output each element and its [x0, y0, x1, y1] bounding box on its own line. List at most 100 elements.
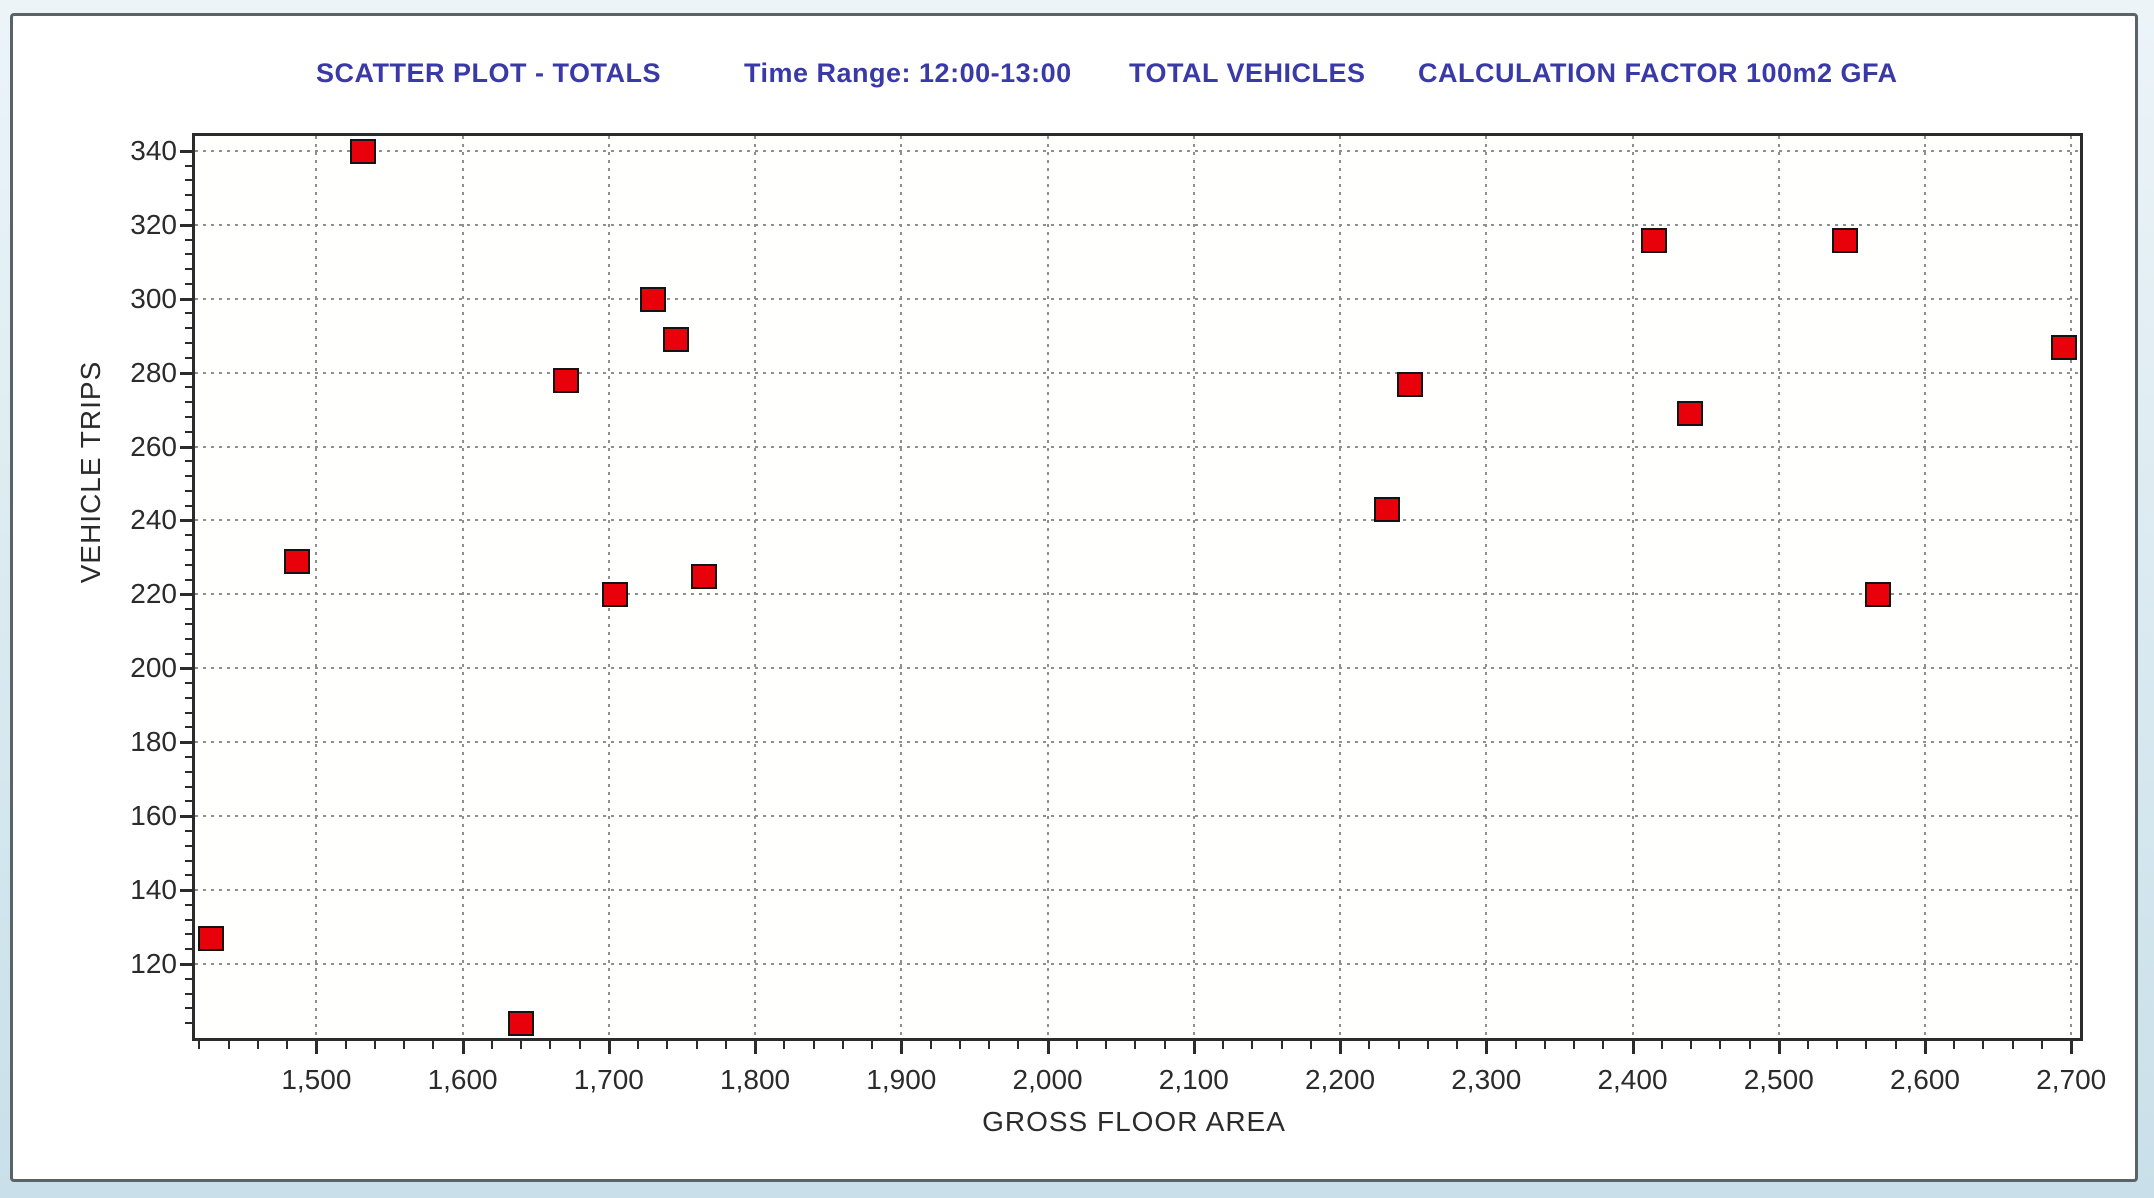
chart-panel: SCATTER PLOT - TOTALS Time Range: 12:00-… — [10, 13, 2138, 1182]
data-point[interactable] — [1397, 371, 1424, 397]
x-gridline — [1339, 136, 1342, 1038]
x-minor-tick — [1426, 1041, 1429, 1049]
y-minor-tick — [185, 844, 193, 847]
y-tick-label: 260 — [130, 430, 177, 462]
y-tick-label: 340 — [130, 134, 177, 166]
data-point[interactable] — [601, 582, 628, 608]
data-point[interactable] — [1373, 497, 1400, 523]
x-minor-tick — [1280, 1041, 1283, 1049]
x-gridline — [2070, 136, 2073, 1038]
data-point[interactable] — [508, 1011, 535, 1037]
x-minor-tick — [198, 1041, 201, 1049]
x-major-tick — [1046, 1041, 1050, 1054]
data-point[interactable] — [639, 286, 666, 312]
y-minor-tick — [185, 608, 193, 611]
y-minor-tick — [185, 194, 193, 197]
x-axis-title: GROSS FLOOR AREA — [982, 1106, 1286, 1137]
x-minor-tick — [2011, 1041, 2014, 1049]
x-minor-tick — [520, 1041, 523, 1049]
x-minor-tick — [344, 1041, 347, 1049]
x-tick-label: 1,900 — [866, 1064, 937, 1095]
x-minor-tick — [1543, 1041, 1546, 1049]
x-minor-tick — [549, 1041, 552, 1049]
x-minor-tick — [1134, 1041, 1137, 1049]
y-tick-label: 240 — [130, 504, 177, 536]
x-minor-tick — [1222, 1041, 1225, 1049]
x-tick-label: 2,000 — [1012, 1064, 1083, 1095]
x-gridline — [1485, 136, 1488, 1038]
x-minor-tick — [2040, 1041, 2043, 1049]
x-minor-tick — [578, 1041, 581, 1049]
y-minor-tick — [185, 578, 193, 581]
y-gridline — [195, 445, 2080, 448]
data-point[interactable] — [1676, 401, 1703, 427]
y-major-tick — [180, 667, 194, 671]
data-point[interactable] — [1831, 227, 1858, 253]
x-tick-label: 1,700 — [573, 1064, 644, 1095]
y-major-tick — [180, 371, 194, 375]
y-minor-tick — [185, 253, 193, 256]
y-minor-tick — [185, 652, 193, 655]
y-minor-tick — [185, 903, 193, 906]
data-point[interactable] — [553, 367, 580, 393]
y-minor-tick — [185, 1007, 193, 1010]
y-minor-tick — [185, 460, 193, 463]
x-minor-tick — [1660, 1041, 1663, 1049]
data-point[interactable] — [663, 327, 690, 353]
y-minor-tick — [185, 1022, 193, 1025]
y-tick-label: 140 — [130, 874, 177, 906]
data-point[interactable] — [690, 563, 717, 589]
x-minor-tick — [958, 1041, 961, 1049]
x-minor-tick — [1894, 1041, 1897, 1049]
x-minor-tick — [1456, 1041, 1459, 1049]
data-point[interactable] — [1865, 582, 1892, 608]
y-minor-tick — [185, 342, 193, 345]
x-minor-tick — [695, 1041, 698, 1049]
x-minor-tick — [373, 1041, 376, 1049]
chart-title-calc-factor: CALCULATION FACTOR 100m2 GFA — [1418, 58, 1898, 88]
x-minor-tick — [666, 1041, 669, 1049]
data-point[interactable] — [2050, 334, 2077, 360]
x-minor-tick — [1573, 1041, 1576, 1049]
y-minor-tick — [185, 386, 193, 389]
data-point[interactable] — [1641, 227, 1668, 253]
y-major-tick — [180, 149, 194, 153]
y-gridline — [195, 593, 2080, 596]
x-gridline — [1631, 136, 1634, 1038]
x-major-tick — [1339, 1041, 1343, 1054]
x-minor-tick — [1602, 1041, 1605, 1049]
y-minor-tick — [185, 549, 193, 552]
x-minor-tick — [1105, 1041, 1108, 1049]
data-point[interactable] — [198, 926, 225, 952]
y-gridline — [195, 297, 2080, 300]
x-minor-tick — [1690, 1041, 1692, 1049]
data-point[interactable] — [350, 138, 377, 164]
y-minor-tick — [185, 977, 193, 980]
y-minor-tick — [185, 726, 193, 729]
y-minor-tick — [185, 948, 193, 951]
y-minor-tick — [185, 268, 193, 271]
y-minor-tick — [185, 208, 193, 211]
x-tick-label: 2,500 — [1743, 1064, 1814, 1095]
x-minor-tick — [1514, 1041, 1517, 1049]
x-tick-label: 2,400 — [1597, 1064, 1668, 1095]
x-tick-label: 2,300 — [1451, 1064, 1522, 1095]
x-major-tick — [754, 1041, 758, 1054]
x-minor-tick — [1719, 1041, 1722, 1049]
y-minor-tick — [185, 874, 193, 877]
x-minor-tick — [783, 1041, 786, 1049]
x-minor-tick — [1748, 1041, 1751, 1049]
chart-title-row: SCATTER PLOT - TOTALS Time Range: 12:00-… — [13, 58, 2135, 94]
y-minor-tick — [185, 682, 193, 685]
x-major-tick — [607, 1041, 611, 1054]
y-minor-tick — [185, 711, 193, 714]
x-minor-tick — [1806, 1041, 1809, 1049]
y-minor-tick — [185, 622, 193, 625]
y-minor-tick — [185, 933, 193, 936]
y-gridline — [195, 149, 2080, 152]
data-point[interactable] — [284, 549, 311, 575]
y-minor-tick — [185, 238, 193, 241]
y-tick-label: 320 — [130, 208, 177, 240]
y-minor-tick — [185, 770, 193, 773]
x-minor-tick — [1982, 1041, 1985, 1049]
